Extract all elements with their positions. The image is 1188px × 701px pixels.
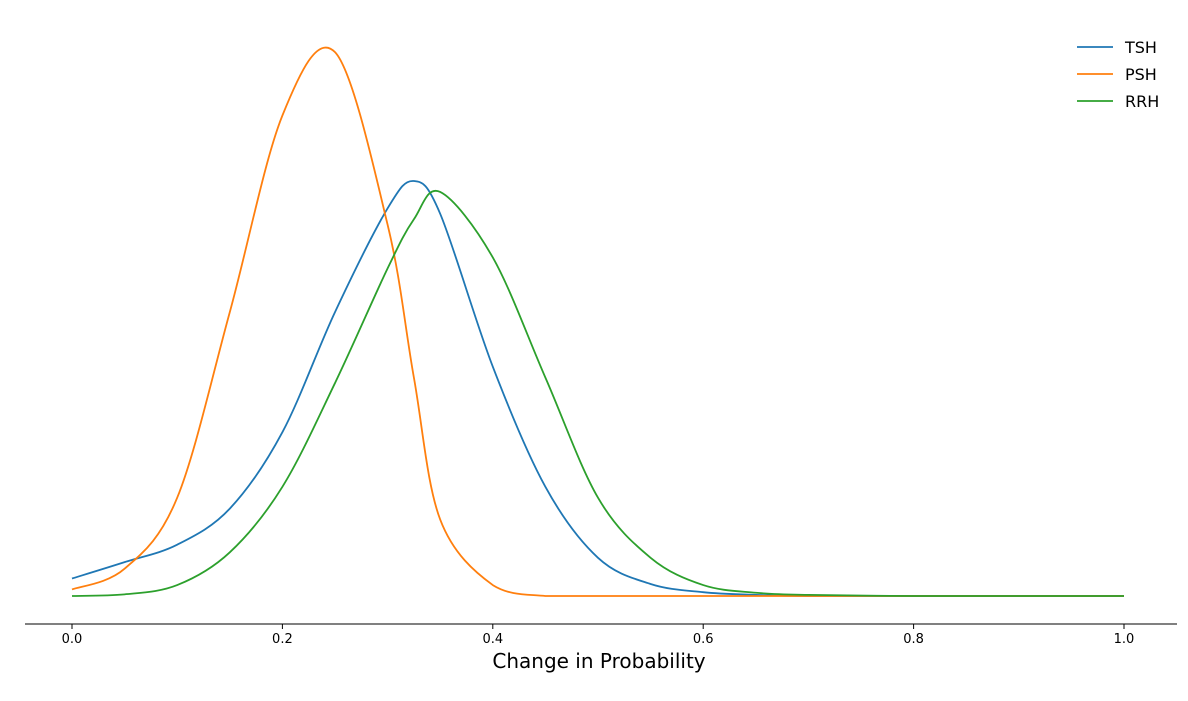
legend: TSH PSH RRH <box>1077 38 1159 111</box>
series-line-rrh <box>71 189 1124 597</box>
legend-label-tsh: TSH <box>1124 38 1157 57</box>
legend-label-psh: PSH <box>1125 65 1157 84</box>
x-tick-label: 0.4 <box>482 632 503 647</box>
x-tick-label: 0.6 <box>693 632 714 647</box>
series-lines <box>71 46 1124 597</box>
x-tick-label: 0.2 <box>272 632 293 647</box>
x-tick-label: 0.8 <box>903 632 924 647</box>
x-tick-label: 1.0 <box>1114 632 1135 647</box>
series-line-psh <box>71 46 1124 597</box>
legend-label-rrh: RRH <box>1125 92 1159 111</box>
x-axis: 0.0 0.2 0.4 0.6 0.8 1.0 <box>25 623 1177 647</box>
series-line-tsh <box>71 180 1124 597</box>
x-axis-label: Change in Probability <box>492 649 705 673</box>
x-tick-label: 0.0 <box>62 632 83 647</box>
